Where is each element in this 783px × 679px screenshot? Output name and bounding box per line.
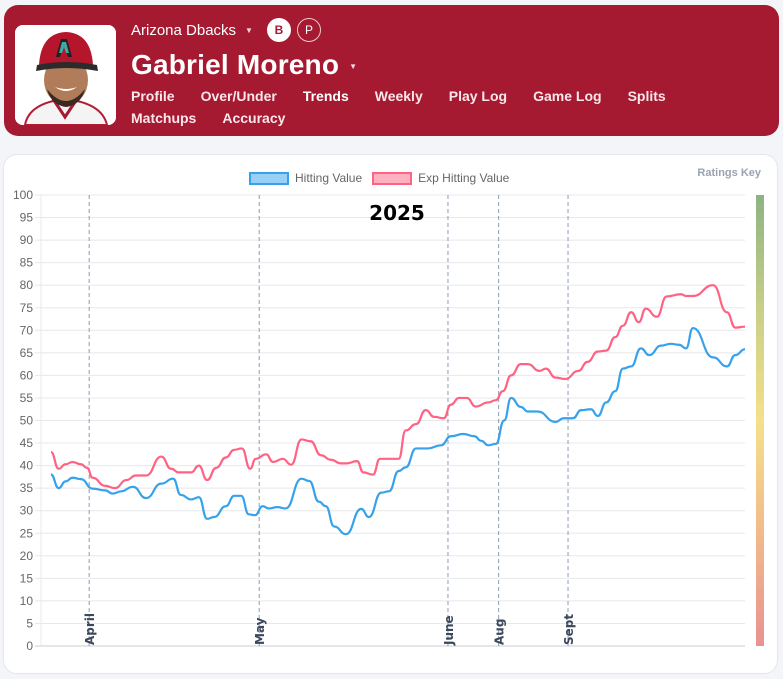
player-nav: Profile Over/Under Trends Weekly Play Lo… [131, 87, 751, 127]
y-tick-label: 80 [20, 278, 34, 292]
team-selector[interactable]: Arizona Dbacks ▼ B P [131, 16, 321, 44]
player-photo-icon [15, 25, 116, 125]
y-tick-label: 65 [20, 346, 34, 360]
legend-label-hitting: Hitting Value [295, 171, 363, 185]
y-tick-label: 55 [20, 391, 34, 405]
month-marker-label: Sept [562, 614, 576, 645]
player-avatar [15, 25, 116, 125]
y-tick-label: 95 [20, 211, 34, 225]
nav-game-log[interactable]: Game Log [533, 88, 602, 104]
month-marker-label: April [83, 613, 97, 645]
y-tick-label: 100 [13, 188, 33, 202]
player-dropdown-caret-icon[interactable]: ▼ [349, 61, 358, 71]
player-selector[interactable]: Gabriel Moreno ▼ [131, 49, 357, 81]
month-marker-label: June [442, 615, 456, 646]
nav-accuracy[interactable]: Accuracy [222, 110, 286, 126]
legend-exp-hitting-value[interactable]: Exp Hitting Value [372, 171, 509, 185]
player-header: Arizona Dbacks ▼ B P Gabriel Moreno ▼ Pr… [4, 5, 779, 136]
y-tick-label: 25 [20, 526, 34, 540]
y-tick-label: 20 [20, 549, 34, 563]
line-chart: 0510152025303540455055606570758085909510… [13, 188, 764, 653]
y-tick-label: 30 [20, 504, 34, 518]
month-marker-label: May [253, 617, 267, 645]
y-tick-label: 15 [20, 571, 34, 585]
ratings-key-link[interactable]: Ratings Key [697, 167, 761, 179]
chart-title: 2025 [369, 201, 425, 225]
y-tick-label: 5 [26, 616, 33, 630]
batter-toggle-badge[interactable]: B [266, 18, 291, 42]
nav-over-under[interactable]: Over/Under [200, 88, 277, 104]
legend-swatch-exp-hitting [372, 171, 413, 185]
y-tick-label: 70 [20, 323, 34, 337]
team-name[interactable]: Arizona Dbacks [131, 21, 237, 39]
nav-weekly[interactable]: Weekly [374, 88, 423, 104]
y-tick-label: 90 [20, 233, 34, 247]
legend-swatch-hitting [249, 171, 289, 185]
team-dropdown-caret-icon[interactable]: ▼ [245, 25, 253, 35]
trends-chart-card: Hitting Value Exp Hitting Value Ratings … [3, 154, 778, 674]
chart-legend: Hitting Value Exp Hitting Value [249, 171, 519, 185]
ratings-key-gradient-bar [756, 195, 764, 646]
legend-hitting-value[interactable]: Hitting Value [249, 171, 362, 185]
legend-label-exp-hitting: Exp Hitting Value [418, 171, 510, 185]
y-tick-label: 85 [20, 256, 34, 270]
exp-hitting-value-line [50, 284, 746, 490]
y-tick-label: 50 [20, 414, 34, 428]
y-tick-label: 40 [20, 459, 34, 473]
hitting-value-line [50, 326, 746, 536]
nav-play-log[interactable]: Play Log [448, 88, 508, 104]
y-tick-label: 10 [20, 594, 34, 608]
y-tick-label: 75 [20, 301, 34, 315]
nav-splits[interactable]: Splits [627, 88, 666, 104]
y-tick-label: 0 [26, 639, 33, 653]
nav-matchups[interactable]: Matchups [131, 110, 197, 126]
y-tick-label: 45 [20, 436, 34, 450]
player-name[interactable]: Gabriel Moreno [131, 49, 340, 80]
y-tick-label: 60 [20, 368, 34, 382]
nav-profile[interactable]: Profile [131, 88, 175, 104]
month-marker-label: Aug [493, 619, 507, 645]
y-tick-label: 35 [20, 481, 34, 495]
nav-trends[interactable]: Trends [302, 88, 349, 104]
pitcher-toggle-badge[interactable]: P [296, 18, 321, 42]
